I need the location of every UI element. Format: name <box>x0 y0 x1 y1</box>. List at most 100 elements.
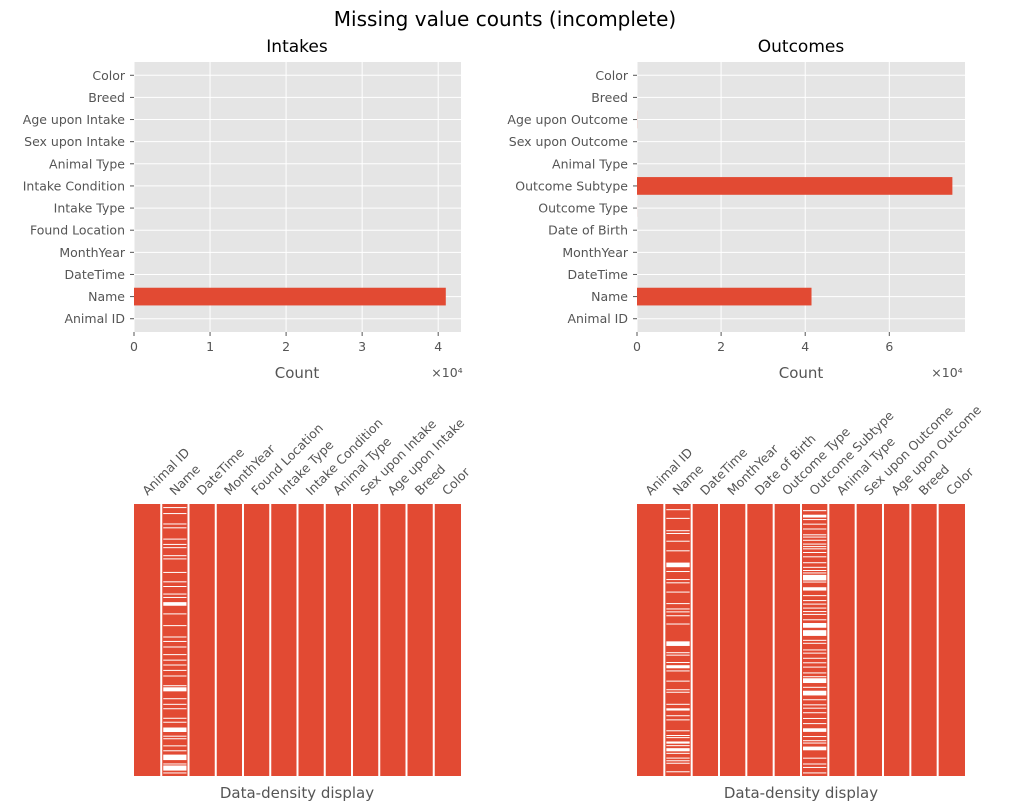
outcomes-density-missing-stripe <box>803 595 827 597</box>
outcomes-density-missing-stripe <box>803 572 827 574</box>
outcomes-density-missing-stripe <box>666 579 690 581</box>
outcomes-density-missing-stripe <box>803 676 827 678</box>
outcomes-density-missing-stripe <box>666 670 690 672</box>
intakes-density-missing-stripe <box>163 735 187 737</box>
outcomes-density-missing-stripe <box>803 546 827 548</box>
outcomes-density-missing-stripe <box>666 608 690 610</box>
outcomes-density-missing-stripe <box>666 691 690 693</box>
outcomes-density-missing-stripe <box>803 619 827 621</box>
outcomes-density-column-animal-type <box>828 504 856 776</box>
intakes-density-missing-stripe <box>163 717 187 719</box>
outcomes-density-missing-stripe <box>803 690 827 696</box>
intakes-xtick-label: 1 <box>206 339 214 354</box>
intakes-ytick-label-monthyear: MonthYear <box>59 245 126 260</box>
figure-suptitle: Missing value counts (incomplete) <box>334 7 676 31</box>
outcomes-xtick-label: 2 <box>717 339 725 354</box>
outcomes-ytick-label-sex-upon-outcome: Sex upon Outcome <box>509 134 629 149</box>
outcomes-density-column-date-of-birth <box>746 504 774 776</box>
outcomes-density-missing-stripe <box>666 752 690 754</box>
outcomes-density-missing-stripe <box>803 607 827 609</box>
outcomes-density-missing-stripe <box>666 680 690 682</box>
intakes-plot-background <box>134 62 461 332</box>
intakes-density-missing-stripe <box>163 558 187 560</box>
intakes-ytick-label-datetime: DateTime <box>65 267 126 282</box>
outcomes-density-missing-stripe <box>803 657 827 659</box>
intakes-xtick-label: 3 <box>358 339 366 354</box>
outcomes-density-missing-stripe <box>666 665 690 669</box>
outcomes-density-missing-stripe <box>803 740 827 742</box>
intakes-density-missing-stripe <box>163 571 187 573</box>
outcomes-density-missing-stripe <box>666 550 690 552</box>
outcomes-density-missing-stripe <box>803 611 827 613</box>
intakes-density-missing-stripe <box>163 602 187 606</box>
outcomes-density-missing-stripe <box>666 771 690 773</box>
outcomes-density-column-age-upon-outcome <box>883 504 911 776</box>
intakes-density-column-breed <box>406 504 434 776</box>
outcomes-density-column-color <box>937 504 965 776</box>
outcomes-density-missing-stripe <box>803 543 827 545</box>
intakes-density-missing-stripe <box>163 750 187 752</box>
outcomes-density-missing-stripe <box>666 730 690 732</box>
outcomes-xtick-label: 0 <box>633 339 641 354</box>
outcomes-density-missing-stripe <box>666 735 690 737</box>
outcomes-density-missing-stripe <box>666 757 690 759</box>
intakes-density-missing-stripe <box>163 664 187 666</box>
outcomes-density-missing-stripe <box>803 514 827 518</box>
outcomes-bar-name <box>637 287 812 306</box>
intakes-ytick-label-name: Name <box>88 289 125 304</box>
outcomes-ytick-label-monthyear: MonthYear <box>562 245 629 260</box>
outcomes-density-xlabel: Data-density display <box>724 784 878 802</box>
intakes-density-column-intake-condition <box>297 504 325 776</box>
outcomes-density-missing-stripe <box>803 603 827 605</box>
intakes-density-missing-stripe <box>163 547 187 549</box>
outcomes-density-missing-stripe <box>666 540 690 542</box>
outcomes-density-missing-stripe <box>803 723 827 725</box>
intakes-density-missing-stripe <box>163 640 187 642</box>
intakes-density-display: Data-density display Animal IDNameDateTi… <box>134 415 473 802</box>
outcomes-density-missing-stripe <box>666 509 690 511</box>
intakes-density-missing-stripe <box>163 721 187 723</box>
intakes-density-column-age-upon-intake <box>379 504 407 776</box>
outcomes-density-missing-stripe <box>803 613 827 615</box>
intakes-density-column-sex-upon-intake <box>352 504 380 776</box>
intakes-density-column-animal-type <box>324 504 352 776</box>
outcomes-density-missing-stripe <box>803 652 827 654</box>
outcomes-ytick-label-age-upon-outcome: Age upon Outcome <box>507 112 628 127</box>
outcomes-offset-text: ×10⁴ <box>931 365 962 380</box>
intakes-xtick-label: 2 <box>282 339 290 354</box>
outcomes-density-missing-stripe <box>803 523 827 525</box>
outcomes-density-missing-stripe <box>666 703 690 705</box>
intakes-density-missing-stripe <box>163 727 187 733</box>
outcomes-density-column-breed <box>910 504 938 776</box>
outcomes-density-missing-stripe <box>666 530 690 532</box>
outcomes-density-missing-stripe <box>803 570 827 572</box>
intakes-density-missing-stripe <box>163 543 187 545</box>
outcomes-title: Outcomes <box>758 37 845 57</box>
intakes-density-column-animal-id <box>134 504 162 776</box>
outcomes-density-column-datetime <box>691 504 719 776</box>
outcomes-density-missing-stripe <box>803 630 827 636</box>
outcomes-ytick-label-date-of-birth: Date of Birth <box>548 223 628 238</box>
intakes-density-missing-stripe <box>163 765 187 771</box>
outcomes-density-missing-stripe <box>803 766 827 768</box>
outcomes-density-missing-stripe <box>803 556 827 558</box>
intakes-bar-name <box>134 287 446 306</box>
intakes-title: Intakes <box>266 37 328 57</box>
outcomes-density-missing-stripe <box>803 510 827 512</box>
outcomes-density-missing-stripe <box>803 704 827 706</box>
intakes-density-missing-stripe <box>163 581 187 583</box>
intakes-density-column-color <box>433 504 461 776</box>
outcomes-density-missing-stripe <box>666 591 690 593</box>
outcomes-density-missing-stripe <box>803 742 827 744</box>
intakes-density-missing-stripe <box>163 754 187 761</box>
outcomes-xlabel: Count <box>779 364 824 382</box>
outcomes-ytick-label-datetime: DateTime <box>568 267 629 282</box>
intakes-ytick-label-intake-condition: Intake Condition <box>23 178 125 193</box>
intakes-density-missing-stripe <box>163 586 187 588</box>
outcomes-density-missing-stripe <box>803 581 827 583</box>
intakes-density-missing-stripe <box>163 527 187 529</box>
intakes-density-missing-stripe <box>163 745 187 747</box>
intakes-density-missing-stripe <box>163 654 187 656</box>
intakes-density-column-found-location <box>243 504 271 776</box>
outcomes-density-missing-stripe <box>666 748 690 752</box>
